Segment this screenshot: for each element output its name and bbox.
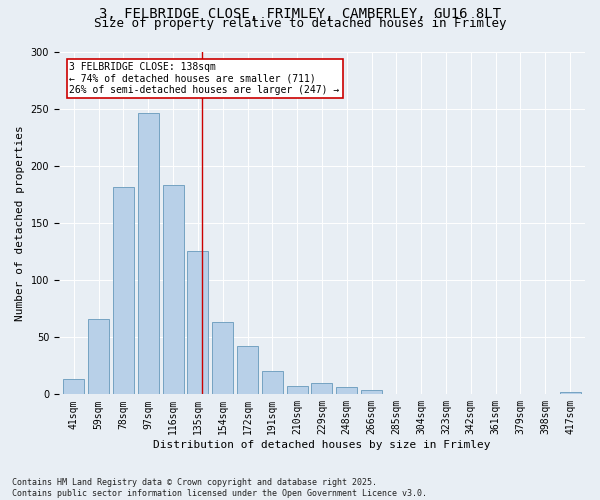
Bar (311, 383, 332, 394)
Bar (287, 386, 308, 394)
Bar (88, 319, 109, 394)
Text: 3 FELBRIDGE CLOSE: 138sqm
← 74% of detached houses are smaller (711)
26% of semi: 3 FELBRIDGE CLOSE: 138sqm ← 74% of detac… (70, 62, 340, 95)
Bar (336, 388, 358, 394)
Text: Contains HM Land Registry data © Crown copyright and database right 2025.
Contai: Contains HM Land Registry data © Crown c… (12, 478, 427, 498)
Bar (237, 346, 258, 395)
Text: Size of property relative to detached houses in Frimley: Size of property relative to detached ho… (94, 18, 506, 30)
Bar (361, 390, 382, 394)
Bar (137, 113, 159, 394)
Bar (560, 392, 581, 394)
Bar (113, 188, 134, 394)
Text: 3, FELBRIDGE CLOSE, FRIMLEY, CAMBERLEY, GU16 8LT: 3, FELBRIDGE CLOSE, FRIMLEY, CAMBERLEY, … (99, 8, 501, 22)
Bar (163, 185, 184, 394)
X-axis label: Distribution of detached houses by size in Frimley: Distribution of detached houses by size … (153, 440, 491, 450)
Bar (212, 322, 233, 394)
Bar (187, 252, 208, 394)
Bar (63, 380, 85, 394)
Bar (262, 372, 283, 394)
Y-axis label: Number of detached properties: Number of detached properties (15, 125, 25, 321)
